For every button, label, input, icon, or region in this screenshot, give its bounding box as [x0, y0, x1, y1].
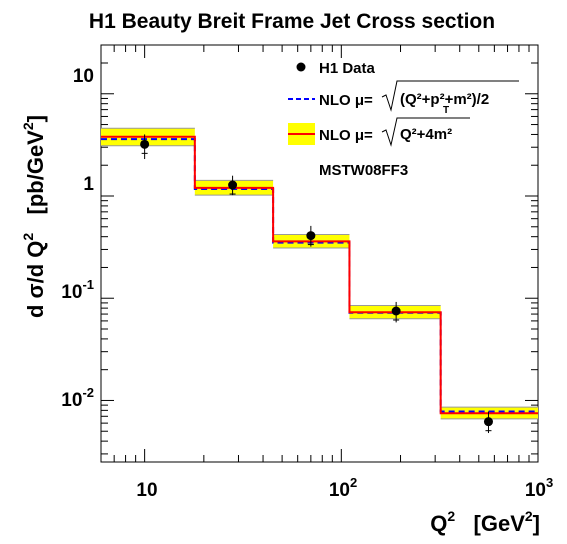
data-point — [140, 139, 150, 149]
chart-title: H1 Beauty Breit Frame Jet Cross section — [89, 10, 495, 33]
axis-ticks — [100, 44, 539, 462]
data-point — [228, 180, 238, 190]
legend-label-h1-data: H1 Data — [319, 60, 376, 77]
y-tick-label-0.1: 10-1 — [61, 277, 94, 303]
data-point — [306, 231, 316, 241]
data-point — [483, 417, 493, 427]
legend-sub-nlo-mu1: T — [443, 105, 449, 116]
y-tick-label-10: 10 — [73, 66, 94, 87]
legend-root-nlo-mu2: Q²+4m² — [400, 126, 452, 143]
y-tick-label-0.01: 10-2 — [61, 385, 94, 411]
legend-root-nlo-mu1: (Q²+p²+m²)/2 — [400, 91, 489, 108]
legend-label-mstw: MSTW08FF3 — [319, 162, 408, 179]
legend-label-nlo-mu2: NLO μ= — [319, 127, 373, 144]
legend-sqrt-sign-mu1 — [381, 80, 519, 112]
legend-label-nlo-mu1: NLO μ= — [319, 92, 373, 109]
x-tick-label-10: 10 — [136, 480, 157, 501]
x-tick-label-100: 102 — [329, 475, 357, 501]
x-axis-label: Q2 [GeV2] — [430, 508, 540, 536]
y-axis-label: d σ/d Q2 [pb/GeV2] — [20, 115, 48, 318]
data-point — [391, 306, 401, 316]
x-tick-label-1000: 103 — [525, 475, 553, 501]
legend: H1 Data NLO μ= (Q²+p²+m²)/2 T NLO μ= Q²+… — [288, 60, 519, 179]
plot-frame — [100, 44, 539, 463]
y-tick-label-1: 1 — [83, 174, 94, 195]
legend-marker-h1-data — [296, 62, 306, 72]
h1-data-points — [140, 134, 493, 434]
legend-sqrt-sign-mu2 — [381, 117, 470, 147]
